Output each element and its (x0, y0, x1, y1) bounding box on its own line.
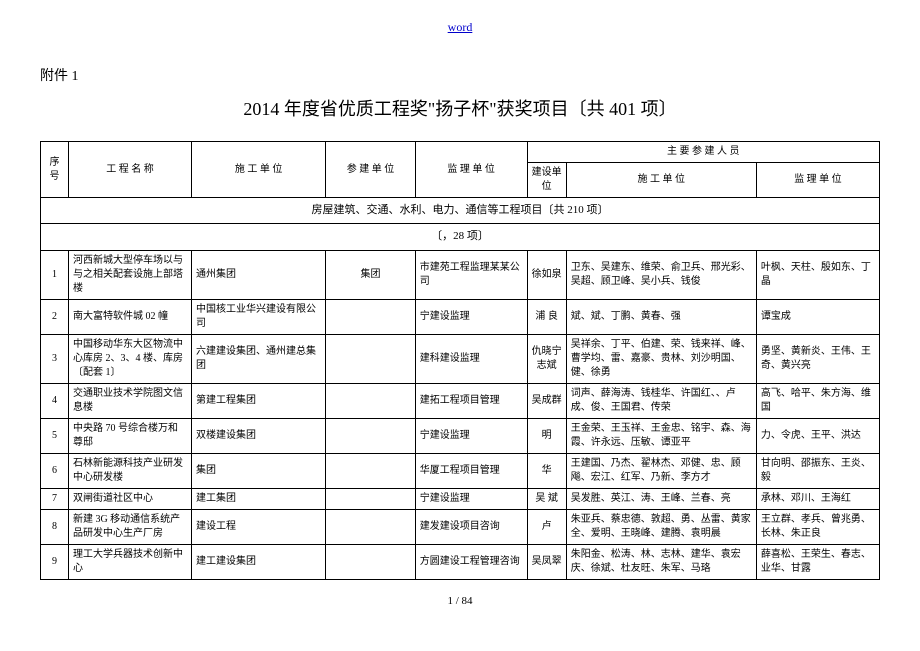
cell-project: 中央路 70 号综合楼万和尊邸 (68, 418, 191, 453)
th-super-unit: 监 理 单 位 (756, 163, 879, 198)
cell-project: 理工大学兵器技术创新中心 (68, 544, 191, 579)
cell-participant (326, 488, 415, 509)
cell-supervisor: 市建苑工程监理某某公司 (415, 250, 527, 299)
cell-participant (326, 544, 415, 579)
cell-seq: 4 (41, 383, 69, 418)
cell-person-const: 朱亚兵、蔡忠德、敦超、勇、丛雷、黄家全、爱明、王晓峰、建腾、袁明晨 (566, 509, 756, 544)
th-project: 工 程 名 称 (68, 142, 191, 198)
table-row: 7双闸街道社区中心建工集团 宁建设监理吴 斌吴发胜、英江、涛、王峰、兰春、亮承林、… (41, 488, 880, 509)
cell-participant (326, 509, 415, 544)
cell-person-const: 吴发胜、英江、涛、王峰、兰春、亮 (566, 488, 756, 509)
cell-participant: 集团 (326, 250, 415, 299)
cell-constructor: 通州集团 (192, 250, 326, 299)
cell-project: 双闸街道社区中心 (68, 488, 191, 509)
cell-project: 河西新城大型停车场以与与之相关配套设施上部塔楼 (68, 250, 191, 299)
cell-build-unit: 吴凤翠 (527, 544, 566, 579)
cell-participant (326, 334, 415, 383)
cell-person-super: 力、令虎、王平、洪达 (756, 418, 879, 453)
cell-constructor: 集团 (192, 453, 326, 488)
cell-build-unit: 卢 (527, 509, 566, 544)
table-row: 2南大富特软件城 02 幢中国核工业华兴建设有限公司 宁建设监理浦 良斌、斌、丁鹏… (41, 299, 880, 334)
cell-person-super: 高飞、哈平、朱方海、维国 (756, 383, 879, 418)
cell-person-const: 吴祥余、丁平、伯建、荣、钱来祥、峰、曹学均、雷、嘉豪、贵林、刘沙明国、健、徐勇 (566, 334, 756, 383)
cell-participant (326, 383, 415, 418)
cell-seq: 9 (41, 544, 69, 579)
section-heading-1: 房屋建筑、交通、水利、电力、通信等工程项目〔共 210 项〕 (41, 198, 880, 224)
cell-participant (326, 418, 415, 453)
th-seq: 序号 (41, 142, 69, 198)
section-heading-2: 〔，28 项〕 (41, 224, 880, 250)
th-supervisor: 监 理 单 位 (415, 142, 527, 198)
table-row: 9理工大学兵器技术创新中心建工建设集团 方圆建设工程管理咨询吴凤翠朱阳金、松涛、林… (41, 544, 880, 579)
cell-person-super: 王立群、孝兵、曾兆勇、长林、朱正良 (756, 509, 879, 544)
cell-supervisor: 宁建设监理 (415, 299, 527, 334)
cell-seq: 3 (41, 334, 69, 383)
cell-person-const: 词声、薛海涛、钱桂华、许国红、、卢成、俊、王国君、传荣 (566, 383, 756, 418)
page-footer: 1 / 84 (40, 595, 880, 607)
cell-build-unit: 华 (527, 453, 566, 488)
cell-supervisor: 宁建设监理 (415, 488, 527, 509)
cell-project: 南大富特软件城 02 幢 (68, 299, 191, 334)
cell-seq: 1 (41, 250, 69, 299)
cell-person-super: 勇坚、黄新炎、王伟、王奇、黄兴亮 (756, 334, 879, 383)
table-row: 3中国移动华东大区物流中心库房 2、3、4 楼、库房〔配套 1〕六建建设集团、通… (41, 334, 880, 383)
th-participant: 参 建 单 位 (326, 142, 415, 198)
cell-person-super: 叶枫、天柱、殷如东、丁晶 (756, 250, 879, 299)
cell-constructor: 双楼建设集团 (192, 418, 326, 453)
cell-constructor: 第建工程集团 (192, 383, 326, 418)
cell-supervisor: 方圆建设工程管理咨询 (415, 544, 527, 579)
cell-seq: 2 (41, 299, 69, 334)
cell-seq: 7 (41, 488, 69, 509)
cell-supervisor: 建科建设监理 (415, 334, 527, 383)
cell-seq: 5 (41, 418, 69, 453)
cell-person-super: 谭宝成 (756, 299, 879, 334)
table-row: 4交通职业技术学院图文信息楼第建工程集团 建拓工程项目管理吴成群词声、薛海涛、钱桂… (41, 383, 880, 418)
cell-build-unit: 浦 良 (527, 299, 566, 334)
cell-person-super: 甘向明、邵振东、王炎、毅 (756, 453, 879, 488)
cell-supervisor: 宁建设监理 (415, 418, 527, 453)
header-link[interactable]: word (40, 20, 880, 35)
table-row: 5中央路 70 号综合楼万和尊邸双楼建设集团 宁建设监理明王金荣、王玉祥、王金忠、… (41, 418, 880, 453)
cell-seq: 6 (41, 453, 69, 488)
cell-build-unit: 徐如泉 (527, 250, 566, 299)
cell-person-const: 王金荣、王玉祥、王金忠、铭宇、森、海霞、许永远、压敏、谭亚平 (566, 418, 756, 453)
cell-build-unit: 明 (527, 418, 566, 453)
cell-build-unit: 吴成群 (527, 383, 566, 418)
cell-participant (326, 453, 415, 488)
th-const-unit: 施 工 单 位 (566, 163, 756, 198)
th-constructor: 施 工 单 位 (192, 142, 326, 198)
cell-supervisor: 建发建设项目咨询 (415, 509, 527, 544)
cell-constructor: 建工集团 (192, 488, 326, 509)
table-row: 6石林新能源科技产业研发中心研发楼集团 华厦工程项目管理华王建国、乃杰、翟林杰、邓… (41, 453, 880, 488)
attachment-label: 附件 1 (40, 65, 880, 85)
table-row: 8新建 3G 移动通信系统产品研发中心生产厂房建设工程 建发建设项目咨询卢朱亚兵、… (41, 509, 880, 544)
cell-build-unit: 仇晓宁 志斌 (527, 334, 566, 383)
cell-build-unit: 吴 斌 (527, 488, 566, 509)
awards-table: 序号 工 程 名 称 施 工 单 位 参 建 单 位 监 理 单 位 主 要 参… (40, 141, 880, 580)
cell-supervisor: 华厦工程项目管理 (415, 453, 527, 488)
cell-constructor: 六建建设集团、通州建总集团 (192, 334, 326, 383)
page-title: 2014 年度省优质工程奖"扬子杯"获奖项目〔共 401 项〕 (40, 95, 880, 121)
cell-seq: 8 (41, 509, 69, 544)
cell-person-super: 薛喜松、王荣生、春志、业华、甘露 (756, 544, 879, 579)
cell-constructor: 建设工程 (192, 509, 326, 544)
cell-supervisor: 建拓工程项目管理 (415, 383, 527, 418)
cell-constructor: 中国核工业华兴建设有限公司 (192, 299, 326, 334)
cell-participant (326, 299, 415, 334)
cell-person-const: 卫东、吴建东、维荣、俞卫兵、邢光彩、吴超、顾卫峰、吴小兵、钱俊 (566, 250, 756, 299)
cell-project: 新建 3G 移动通信系统产品研发中心生产厂房 (68, 509, 191, 544)
cell-person-const: 斌、斌、丁鹏、黄春、强 (566, 299, 756, 334)
cell-person-const: 朱阳金、松涛、林、志林、建华、袁宏庆、徐斌、杜友旺、朱军、马珞 (566, 544, 756, 579)
cell-project: 石林新能源科技产业研发中心研发楼 (68, 453, 191, 488)
cell-person-const: 王建国、乃杰、翟林杰、邓健、忠、顾飚、宏江、红军、乃新、李方才 (566, 453, 756, 488)
cell-project: 中国移动华东大区物流中心库房 2、3、4 楼、库房〔配套 1〕 (68, 334, 191, 383)
th-build-unit: 建设单位 (527, 163, 566, 198)
cell-constructor: 建工建设集团 (192, 544, 326, 579)
table-row: 1河西新城大型停车场以与与之相关配套设施上部塔楼通州集团集团市建苑工程监理某某公… (41, 250, 880, 299)
cell-person-super: 承林、邓川、王海红 (756, 488, 879, 509)
cell-project: 交通职业技术学院图文信息楼 (68, 383, 191, 418)
th-personnel: 主 要 参 建 人 员 (527, 142, 879, 163)
